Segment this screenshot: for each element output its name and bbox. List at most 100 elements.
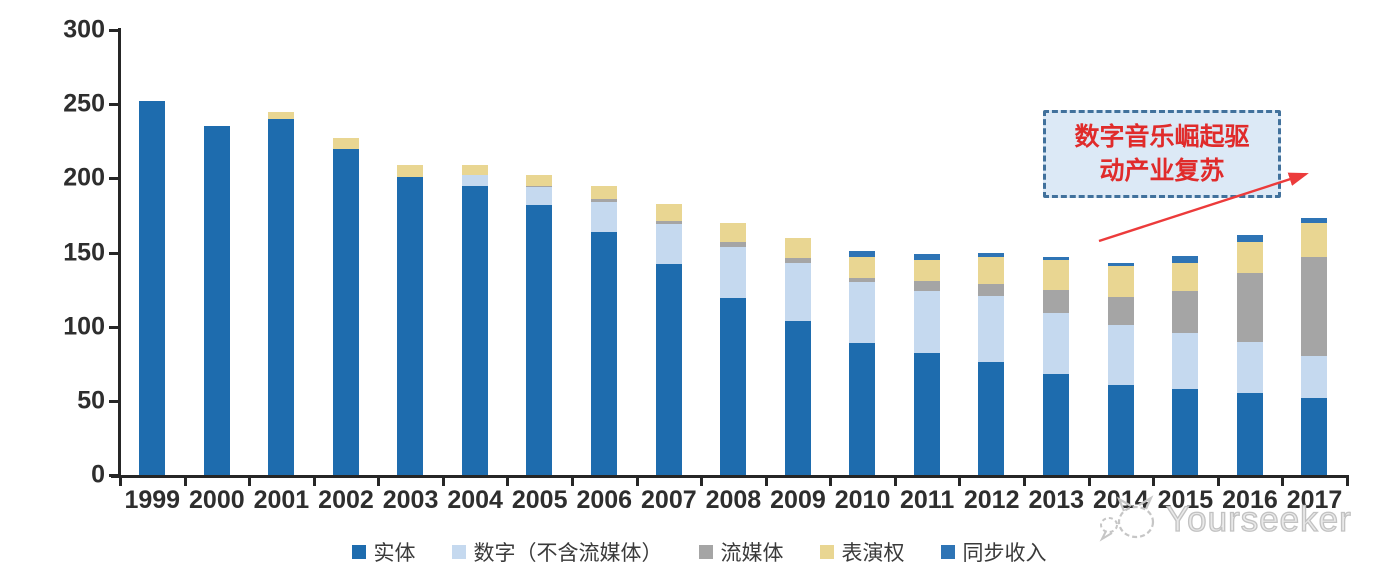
legend-swatch-physical: [351, 545, 366, 559]
bar-segment-physical: [1042, 374, 1069, 475]
x-axis-label-2002: 2002: [318, 486, 374, 514]
legend-item-physical: 实体: [351, 537, 416, 567]
y-axis-label-250: 250: [63, 89, 105, 118]
x-axis-label-2001: 2001: [253, 486, 310, 514]
bar-stack-2004: [461, 165, 488, 475]
y-axis-label-300: 300: [63, 15, 105, 44]
bar-segment-streaming: [590, 199, 617, 203]
bar-segment-performance-rights: [1107, 265, 1134, 298]
bar-segment-performance-rights: [913, 259, 940, 281]
bar-2007: [637, 0, 702, 475]
bar-stack-2014: [1107, 262, 1134, 475]
bar-stack-2002: [332, 138, 359, 475]
bar-2010: [830, 0, 895, 475]
x-axis-label-2008: 2008: [705, 486, 762, 514]
bar-segment-physical: [913, 353, 940, 475]
bar-segment-sync-revenue: [978, 252, 1005, 257]
annotation-line-2: 动产业复苏: [1099, 157, 1225, 185]
x-axis-tick: [893, 477, 897, 486]
bar-2004: [443, 0, 508, 475]
x-axis-tick: [1152, 477, 1156, 486]
bar-segment-physical: [1236, 393, 1263, 475]
bar-segment-sync-revenue: [1301, 218, 1328, 223]
x-axis-label-2012: 2012: [963, 486, 1020, 514]
bar-segment-physical: [203, 126, 230, 475]
bar-2015: [1153, 0, 1218, 475]
bar-segment-streaming: [784, 258, 811, 263]
bar-segment-streaming: [1236, 273, 1263, 342]
bar-stack-2001: [268, 111, 295, 475]
x-axis-label-2004: 2004: [447, 486, 503, 514]
bar-segment-digital-ex-streaming: [526, 187, 553, 206]
x-axis-label-2009: 2009: [770, 486, 826, 514]
annotation-callout: 数字音乐崛起驱 动产业复苏: [1043, 110, 1281, 198]
x-axis-tick: [570, 477, 574, 486]
x-axis-tick: [506, 477, 510, 486]
legend-label-digital-ex-streaming: 数字（不含流媒体）: [473, 542, 663, 565]
bar-segment-digital-ex-streaming: [655, 224, 682, 265]
y-axis-label-0: 0: [91, 460, 105, 489]
bar-2008: [701, 0, 766, 475]
bar-segment-physical: [655, 264, 682, 475]
bar-segment-performance-rights: [1042, 259, 1069, 290]
x-axis-label-1999: 1999: [124, 486, 181, 514]
bar-segment-digital-ex-streaming: [913, 291, 940, 354]
y-axis-tick: [109, 251, 119, 255]
annotation-line-1: 数字音乐崛起驱: [1074, 123, 1250, 151]
bar-stack-2013: [1042, 257, 1069, 475]
x-axis-tick: [829, 477, 833, 486]
x-axis-tick: [441, 477, 445, 486]
x-axis-label-2005: 2005: [511, 486, 568, 514]
x-axis-label-2006: 2006: [576, 486, 633, 514]
bar-segment-streaming: [1042, 289, 1069, 314]
x-axis-label-2013: 2013: [1028, 486, 1085, 514]
x-axis-tick: [248, 477, 252, 486]
bar-stack-2008: [720, 222, 747, 475]
bar-segment-sync-revenue: [1107, 262, 1134, 266]
y-axis-tick: [109, 399, 119, 403]
x-axis-label-2017: 2017: [1286, 486, 1343, 514]
bar-segment-sync-revenue: [1236, 234, 1263, 243]
y-axis-line: [118, 28, 121, 478]
bar-segment-digital-ex-streaming: [590, 202, 617, 232]
legend-label-performance-rights: 表演权: [841, 542, 905, 565]
bar-segment-performance-rights: [655, 203, 682, 222]
x-axis-label-2010: 2010: [834, 486, 891, 514]
bar-stack-2016: [1236, 234, 1263, 475]
bar-segment-streaming: [526, 185, 553, 188]
bar-segment-physical: [1301, 397, 1328, 475]
bar-segment-digital-ex-streaming: [1042, 313, 1069, 375]
x-axis-tick: [377, 477, 381, 486]
y-axis-label-100: 100: [63, 312, 105, 341]
bar-stack-2011: [913, 254, 940, 475]
bar-segment-sync-revenue: [1172, 255, 1199, 263]
x-axis-labels: 1999 2000 2001 2002 2003 2004 2005 2006 2007 2008…: [120, 486, 1347, 518]
x-axis-tick: [183, 477, 187, 486]
bar-segment-physical: [461, 185, 488, 475]
x-axis-tick: [700, 477, 704, 486]
bar-segment-digital-ex-streaming: [720, 246, 747, 299]
y-axis-label-200: 200: [63, 163, 105, 192]
y-axis-tick: [109, 325, 119, 329]
bar-segment-performance-rights: [849, 256, 876, 278]
y-axis-tick: [109, 103, 119, 107]
bar-segment-physical: [590, 231, 617, 475]
x-axis-tick: [1022, 477, 1026, 486]
bar-segment-physical: [268, 119, 295, 475]
y-axis-tick: [109, 29, 119, 32]
bar-2005: [507, 0, 572, 475]
legend-label-streaming: 流媒体: [720, 542, 784, 565]
x-axis-label-2016: 2016: [1222, 486, 1278, 514]
legend-item-digital-ex-streaming: 数字（不含流媒体）: [451, 537, 663, 567]
watermark: Yourseeker: [1098, 492, 1352, 548]
x-axis-tick: [119, 477, 122, 486]
bar-segment-streaming: [1301, 256, 1328, 357]
bar-segment-performance-rights: [1236, 242, 1263, 274]
x-axis-label-2007: 2007: [641, 486, 697, 514]
bar-segment-physical: [139, 101, 165, 475]
bar-segment-digital-ex-streaming: [1236, 341, 1263, 394]
plot-area: [120, 0, 1347, 475]
bar-2012: [959, 0, 1024, 475]
bar-segment-physical: [332, 148, 359, 475]
